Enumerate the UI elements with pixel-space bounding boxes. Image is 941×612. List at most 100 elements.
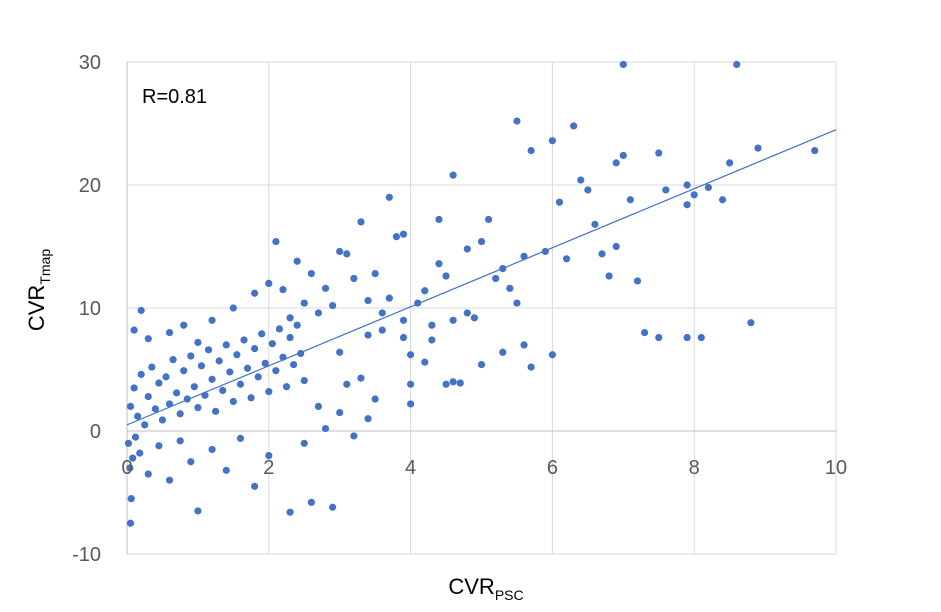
x-tick-label: 8	[689, 457, 700, 479]
x-tick-label: 2	[263, 457, 274, 479]
data-point	[655, 149, 663, 157]
data-point	[144, 335, 152, 343]
data-point	[165, 329, 174, 337]
data-point	[754, 144, 762, 152]
data-point	[236, 380, 245, 388]
data-point	[548, 137, 557, 145]
data-point	[187, 458, 195, 466]
data-point	[640, 329, 649, 337]
data-point	[633, 277, 642, 285]
data-point	[212, 407, 220, 415]
data-point	[733, 60, 741, 69]
y-tick-label: 0	[90, 421, 101, 443]
data-point	[626, 196, 634, 204]
data-point	[336, 247, 344, 256]
data-point	[293, 321, 301, 329]
x-axis-title-main: CVR	[448, 574, 494, 599]
data-point	[378, 326, 386, 334]
data-point	[173, 389, 181, 397]
data-point	[612, 242, 620, 251]
x-axis-title-sub: PSC	[495, 587, 524, 603]
y-axis-title: CVRTmap	[24, 249, 53, 331]
data-point	[208, 316, 216, 324]
data-point	[265, 279, 273, 287]
x-tick-label: 10	[825, 457, 847, 479]
data-point	[124, 439, 133, 447]
data-point	[131, 433, 140, 441]
data-point	[371, 395, 379, 403]
data-point	[690, 191, 698, 199]
y-axis-title-main: CVR	[24, 285, 49, 331]
data-point	[548, 351, 557, 359]
y-tick-label: -10	[72, 544, 101, 566]
data-point	[155, 379, 163, 387]
data-point	[293, 257, 301, 265]
data-point	[655, 333, 663, 342]
data-point	[811, 146, 819, 155]
data-point	[399, 230, 408, 238]
data-point	[350, 274, 358, 283]
data-point	[364, 297, 372, 305]
data-point	[169, 356, 177, 364]
data-point	[219, 386, 227, 395]
y-tick-label: 20	[79, 175, 101, 197]
data-point	[176, 437, 184, 445]
data-point	[243, 364, 252, 372]
data-point	[208, 445, 216, 454]
data-points	[124, 60, 819, 527]
data-point	[477, 360, 486, 369]
data-point	[329, 301, 337, 310]
data-point	[683, 333, 691, 342]
data-point	[265, 452, 273, 460]
data-point	[329, 503, 337, 511]
data-point	[134, 412, 142, 420]
data-point	[126, 402, 135, 410]
data-point	[492, 274, 500, 283]
data-point	[176, 410, 184, 418]
data-point	[314, 402, 323, 410]
data-point	[456, 379, 464, 387]
data-point	[307, 498, 315, 506]
data-point	[449, 171, 457, 179]
data-point	[261, 359, 269, 367]
data-point	[286, 333, 294, 342]
data-point	[126, 519, 135, 527]
data-point	[435, 260, 443, 268]
data-point	[137, 370, 145, 379]
data-point	[136, 449, 144, 457]
data-point	[208, 375, 216, 383]
data-point	[314, 309, 323, 317]
data-point	[194, 404, 202, 412]
data-point	[726, 159, 734, 167]
data-point	[300, 376, 308, 385]
data-point	[683, 201, 691, 209]
data-point	[343, 380, 351, 388]
data-point	[204, 346, 213, 354]
x-tick-label: 0	[121, 457, 132, 479]
data-point	[428, 336, 436, 344]
data-point	[148, 363, 156, 371]
data-point	[282, 383, 291, 391]
data-point	[718, 196, 727, 204]
data-point	[286, 508, 294, 516]
data-point	[251, 482, 259, 490]
data-point	[527, 363, 535, 371]
gridlines	[126, 61, 837, 555]
data-point	[126, 464, 134, 472]
data-point	[364, 415, 372, 423]
data-point	[251, 344, 259, 353]
data-point	[279, 285, 287, 294]
data-point	[662, 186, 670, 194]
data-point	[570, 122, 578, 130]
data-point	[442, 380, 450, 388]
data-point	[222, 341, 230, 349]
data-point	[513, 299, 521, 307]
data-point	[165, 476, 174, 484]
data-point	[357, 218, 365, 226]
data-point	[385, 193, 393, 201]
data-point	[506, 284, 514, 292]
data-point	[130, 326, 138, 334]
data-point	[254, 373, 262, 381]
data-point	[435, 215, 443, 224]
